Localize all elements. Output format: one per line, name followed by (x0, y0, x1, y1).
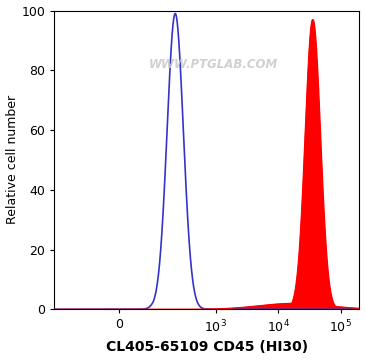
X-axis label: CL405-65109 CD45 (HI30): CL405-65109 CD45 (HI30) (106, 341, 308, 355)
Text: WWW.PTGLAB.COM: WWW.PTGLAB.COM (148, 58, 277, 71)
Y-axis label: Relative cell number: Relative cell number (5, 95, 19, 225)
